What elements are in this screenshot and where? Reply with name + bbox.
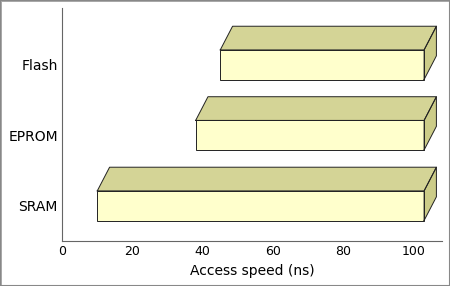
- Polygon shape: [196, 97, 436, 120]
- Bar: [97, 191, 424, 221]
- Polygon shape: [97, 167, 436, 191]
- Bar: [220, 50, 424, 80]
- X-axis label: Access speed (ns): Access speed (ns): [189, 264, 314, 278]
- Polygon shape: [424, 26, 436, 80]
- Polygon shape: [424, 167, 436, 221]
- Polygon shape: [220, 26, 436, 50]
- Polygon shape: [424, 97, 436, 150]
- Bar: [196, 120, 424, 150]
